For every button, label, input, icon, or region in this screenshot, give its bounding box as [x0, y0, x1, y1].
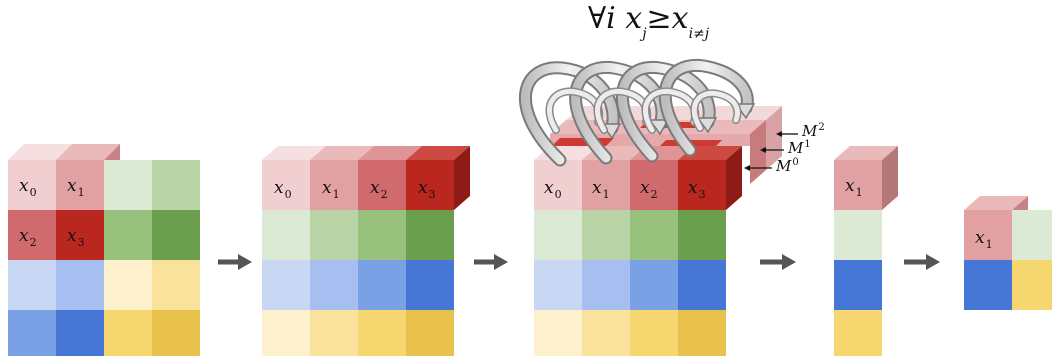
stage1-grid: [8, 144, 200, 356]
stage3-grid: [534, 106, 782, 356]
arrow-right-icon: [474, 254, 508, 270]
forall-symbol: ∀: [588, 1, 607, 36]
yellow-cell: [310, 310, 358, 356]
yellow-cell: [262, 310, 310, 356]
cell-x1: [582, 160, 630, 210]
green-cell: [1012, 210, 1052, 260]
formula-geq: ≥: [646, 1, 672, 36]
stage5-grid: [964, 196, 1052, 310]
stage2-top-face: [358, 146, 422, 160]
max-condition-formula: ∀i xj≥xi≠j: [588, 1, 709, 42]
green-cell: [104, 210, 152, 260]
formula-x2: x: [671, 1, 689, 36]
yellow-cell: [152, 260, 200, 310]
stage2-grid: [262, 146, 470, 356]
green-cell: [534, 210, 582, 260]
mask-pointers: [744, 131, 798, 171]
cell-x1: [56, 160, 104, 210]
yellow-cell: [1012, 260, 1052, 310]
stage2-top-face: [310, 146, 374, 160]
curved-arrow-icon: [690, 89, 742, 132]
formula-i: i: [606, 1, 616, 36]
blue-cell: [56, 310, 104, 356]
curved-arrow-icon: [616, 60, 718, 163]
yellow-cell: [152, 310, 200, 356]
yellow-cell: [104, 310, 152, 356]
mask-label-m0: M0: [776, 157, 799, 175]
comparison-arcs: [518, 58, 756, 167]
yellow-cell: [630, 310, 678, 356]
green-cell: [104, 160, 152, 210]
cell-x2: [358, 160, 406, 210]
cell-x3: [406, 160, 454, 210]
cell-x1: [310, 160, 358, 210]
yellow-cell: [358, 310, 406, 356]
blue-cell: [834, 260, 882, 310]
stage4-side-face: [882, 146, 898, 210]
cell-x3: [678, 160, 726, 210]
stage1-top-face: [8, 144, 72, 160]
cell-x3: [56, 210, 104, 260]
yellow-cell: [582, 310, 630, 356]
yellow-cell: [534, 310, 582, 356]
cell-x0: [534, 160, 582, 210]
green-cell: [678, 210, 726, 260]
blue-cell: [406, 260, 454, 310]
blue-cell: [630, 260, 678, 310]
blue-cell: [534, 260, 582, 310]
stage3-side-face: [726, 146, 742, 210]
yellow-cell: [406, 310, 454, 356]
green-cell: [630, 210, 678, 260]
arrow-right-icon: [760, 254, 796, 270]
yellow-cell: [104, 260, 152, 310]
green-cell: [152, 160, 200, 210]
cell-x2: [630, 160, 678, 210]
blue-cell: [310, 260, 358, 310]
comparison-bar: [552, 138, 614, 146]
formula-sub-inej: i≠j: [688, 26, 710, 42]
mask-label-m2: M2: [802, 122, 825, 140]
blue-cell: [964, 260, 1012, 310]
stage4-column: [834, 146, 898, 356]
mask-label-m1: M1: [788, 139, 811, 157]
formula-x: x: [625, 1, 643, 36]
green-cell: [406, 210, 454, 260]
stage5-top-face: [964, 196, 1028, 210]
blue-cell: [8, 260, 56, 310]
green-cell: [152, 210, 200, 260]
cell-x1: [964, 210, 1012, 260]
cell-x1: [834, 160, 882, 210]
blue-cell: [56, 260, 104, 310]
yellow-cell: [678, 310, 726, 356]
stage2-top-face: [406, 146, 470, 160]
blue-cell: [358, 260, 406, 310]
arrow-right-icon: [904, 254, 940, 270]
green-cell: [262, 210, 310, 260]
green-cell: [582, 210, 630, 260]
blue-cell: [8, 310, 56, 356]
cell-x2: [8, 210, 56, 260]
cell-x0: [262, 160, 310, 210]
stage2-top-face: [262, 146, 326, 160]
stage1-top-face: [56, 144, 120, 160]
blue-cell: [678, 260, 726, 310]
mask-layer-m2-side: [766, 106, 782, 170]
formula-sub-j: j: [642, 26, 647, 42]
green-cell: [358, 210, 406, 260]
stage4-top-face: [834, 146, 898, 160]
green-cell: [834, 210, 882, 260]
blue-cell: [262, 260, 310, 310]
stage2-side-face: [454, 146, 470, 210]
blue-cell: [582, 260, 630, 310]
yellow-cell: [834, 310, 882, 356]
cell-x0: [8, 160, 56, 210]
green-cell: [310, 210, 358, 260]
arrow-right-icon: [218, 254, 252, 270]
